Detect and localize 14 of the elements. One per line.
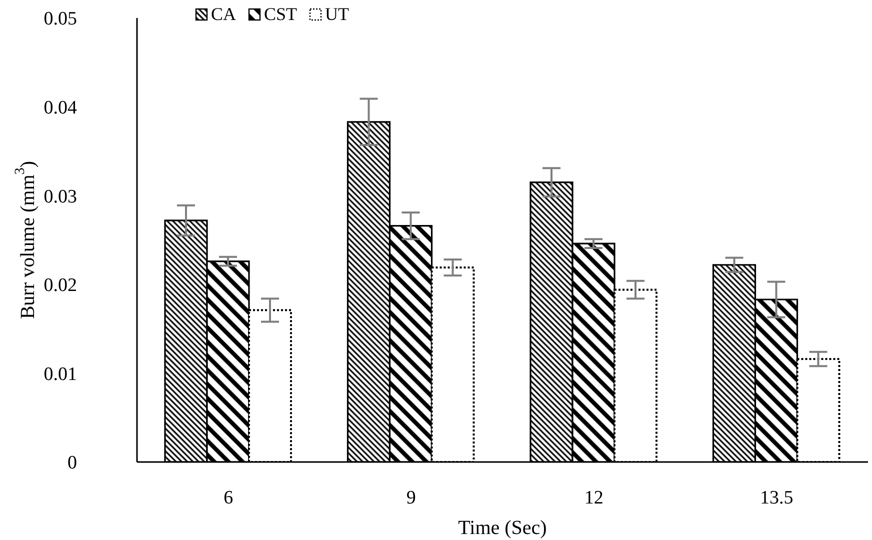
legend-label: UT — [325, 4, 350, 24]
y-tick-label: 0.02 — [44, 275, 77, 296]
legend-label: CST — [264, 4, 298, 24]
x-axis-title: Time (Sec) — [458, 517, 547, 539]
x-tick-label: 13.5 — [760, 487, 794, 508]
y-tick-label: 0.01 — [44, 364, 77, 385]
x-tick-label: 6 — [224, 487, 234, 508]
x-tick-label: 12 — [584, 487, 604, 508]
y-tick-label: 0 — [68, 452, 77, 474]
y-tick-label: 0.03 — [44, 186, 77, 208]
y-tick-label: 0.04 — [44, 98, 78, 119]
y-tick-label: 0.05 — [44, 8, 77, 30]
legend-label: CA — [211, 4, 236, 24]
x-tick-label: 9 — [406, 487, 416, 508]
